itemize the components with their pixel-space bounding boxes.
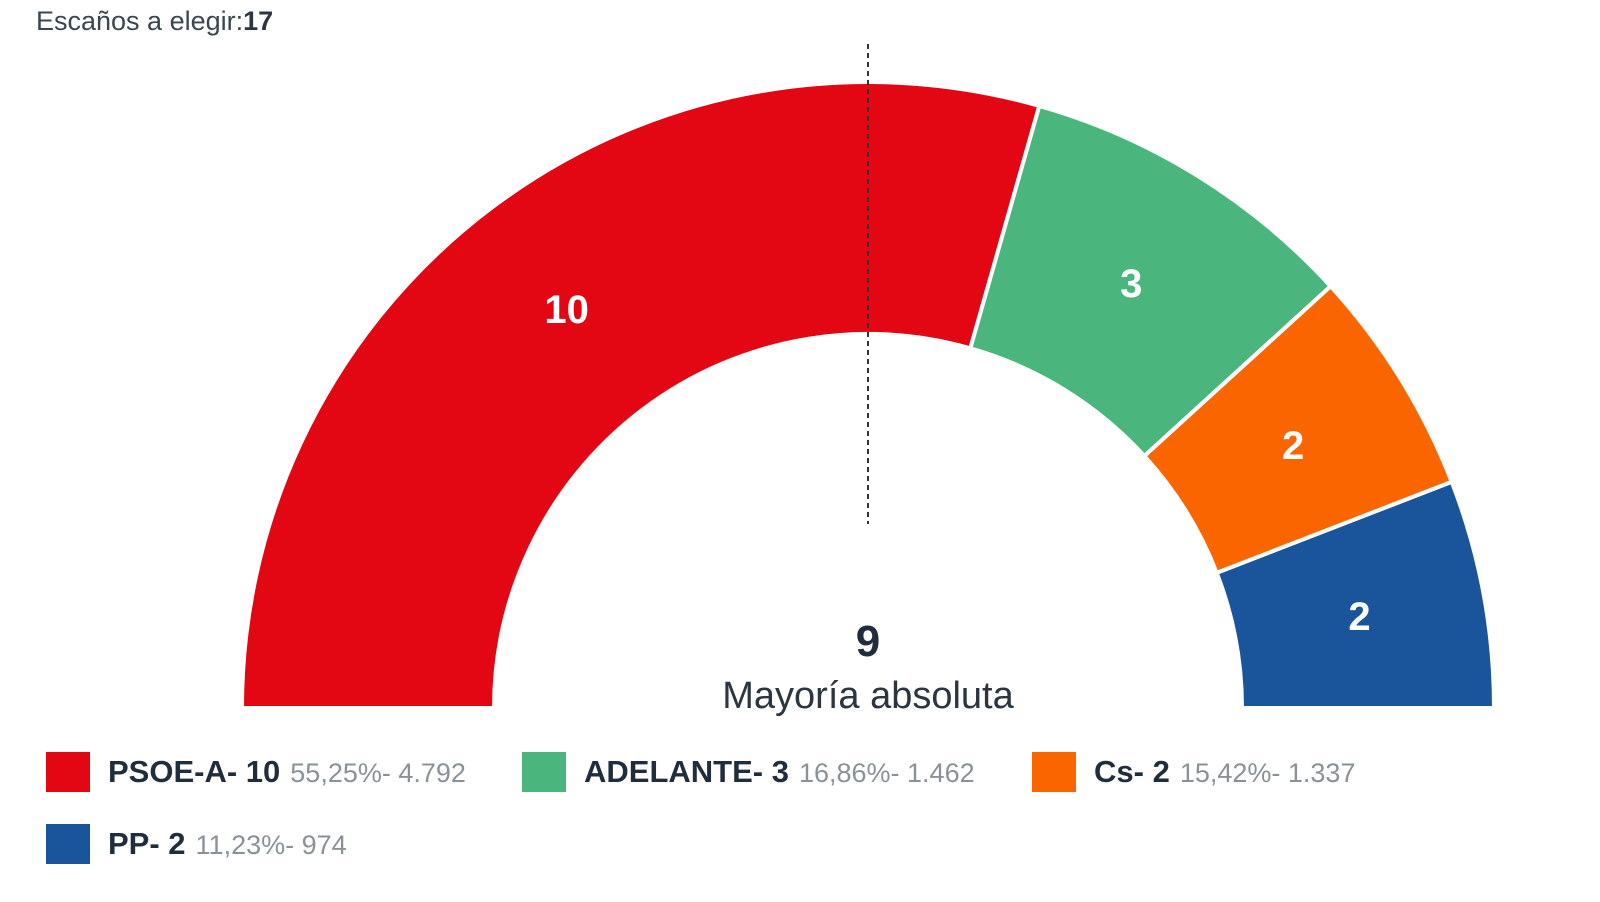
- segment-psoe-a: [239, 80, 1042, 710]
- majority-value: 9: [856, 617, 880, 666]
- legend-swatch: [46, 752, 90, 792]
- legend-party-detail: 16,86%- 1.462: [798, 758, 975, 788]
- legend-party-detail: 55,25%- 4.792: [290, 758, 466, 788]
- segment-pp: [1214, 479, 1497, 710]
- legend-text: Cs- 2 15,42%- 1.337: [1094, 754, 1355, 796]
- segment-seat-label: 10: [544, 288, 589, 332]
- seats-to-elect-label: Escaños a elegir:: [36, 6, 244, 36]
- legend-text: ADELANTE- 3 16,86%- 1.462: [584, 754, 975, 796]
- legend-party-detail: 11,23%- 974: [195, 830, 347, 860]
- segment-seat-label: 2: [1348, 595, 1370, 639]
- hemicycle-chart: 10 3 2 2 9 Mayoría absoluta: [239, 44, 1497, 717]
- legend-party-seats: - 3: [752, 754, 789, 789]
- legend-party-name: PP: [108, 826, 150, 861]
- hemicycle-segments: [239, 80, 1497, 710]
- seats-to-elect: Escaños a elegir:17: [36, 6, 273, 37]
- seats-to-elect-value: 17: [243, 6, 274, 36]
- legend-party-seats: - 2: [149, 826, 186, 861]
- legend-text: PSOE-A- 10 55,25%- 4.792: [108, 754, 466, 796]
- legend-swatch: [46, 824, 90, 864]
- legend-swatch: [1032, 752, 1076, 792]
- legend-party-name: Cs: [1094, 754, 1134, 789]
- segment-seat-label: 2: [1282, 424, 1304, 468]
- majority-label: Mayoría absoluta: [722, 675, 1014, 717]
- legend-text: PP- 2 11,23%- 974: [108, 826, 347, 868]
- segment-seat-label: 3: [1120, 262, 1142, 306]
- legend-party-name: ADELANTE: [584, 754, 753, 789]
- legend-swatch: [522, 752, 566, 792]
- hemicycle-seat-labels: 10 3 2 2: [544, 262, 1370, 639]
- legend-party-name: PSOE-A: [108, 754, 227, 789]
- legend-party-seats: - 2: [1133, 754, 1170, 789]
- legend-party-detail: 15,42%- 1.337: [1179, 758, 1356, 788]
- legend-party-seats: - 10: [226, 754, 281, 789]
